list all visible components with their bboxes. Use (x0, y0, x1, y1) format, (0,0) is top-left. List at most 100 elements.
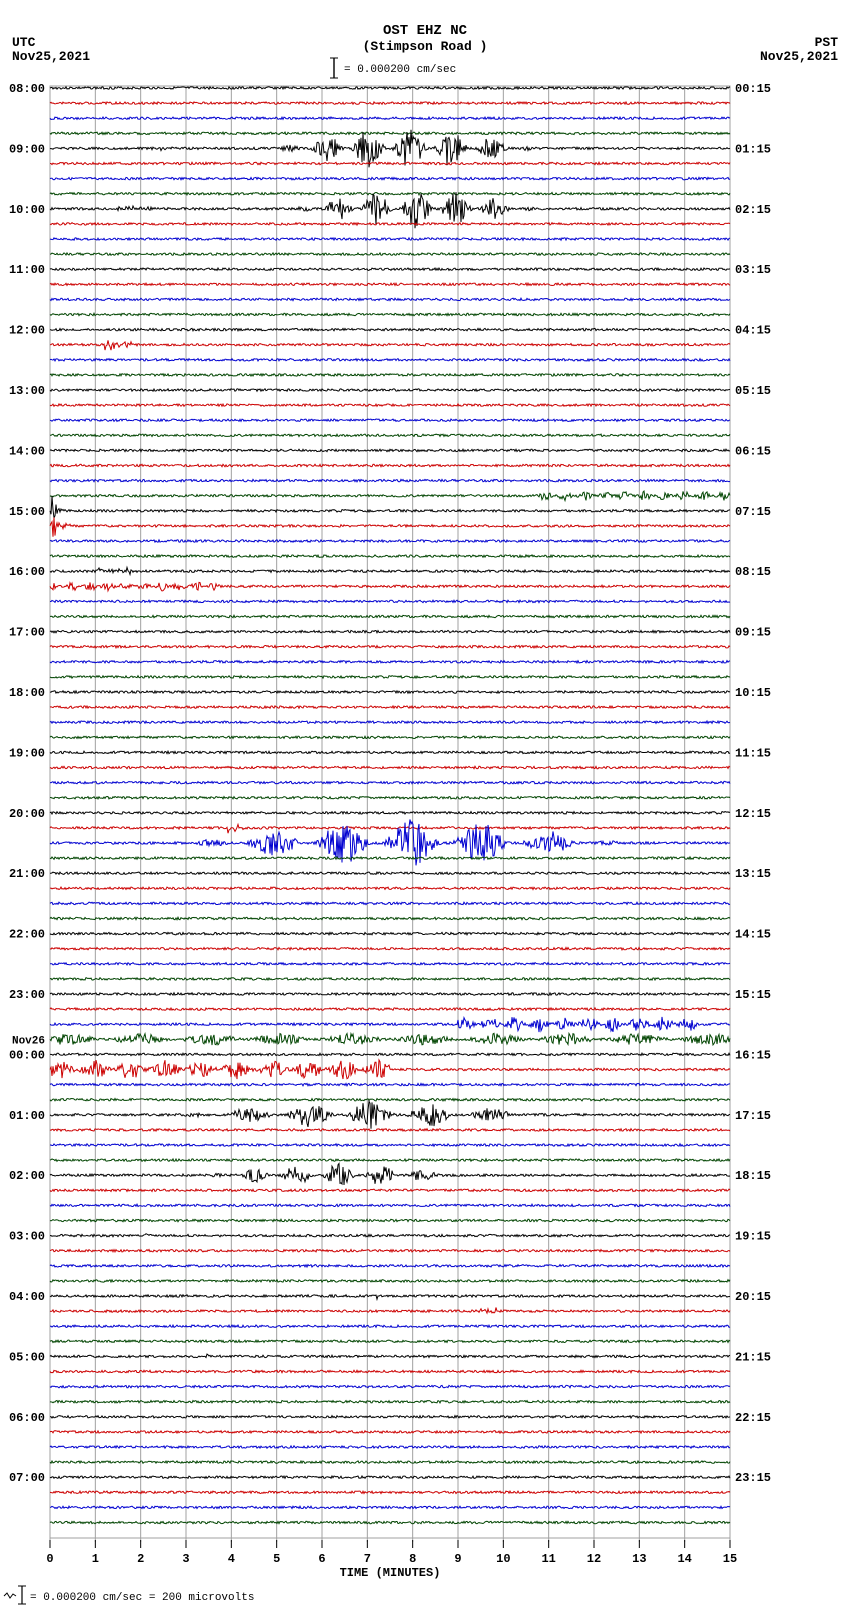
x-tick-label: 5 (273, 1552, 280, 1566)
utc-time-label: 15:00 (9, 505, 45, 519)
utc-time-label: 14:00 (9, 444, 45, 458)
trace-row (50, 917, 730, 919)
trace-row (50, 751, 730, 753)
trace-row (50, 1234, 730, 1237)
trace-row (50, 1431, 730, 1433)
pst-time-label: 10:15 (735, 686, 771, 700)
x-tick-label: 12 (587, 1552, 601, 1566)
trace-row (50, 555, 730, 557)
pst-time-label: 20:15 (735, 1290, 771, 1304)
utc-time-label: 02:00 (9, 1169, 45, 1183)
trace-row (50, 691, 730, 693)
trace-row (50, 1521, 730, 1523)
pst-time-label: 03:15 (735, 263, 771, 277)
trace-row (50, 630, 730, 632)
trace-row (50, 102, 730, 104)
trace-row (50, 268, 730, 270)
trace-row (50, 491, 730, 501)
trace-row (50, 948, 730, 950)
station-location: (Stimpson Road ) (363, 39, 488, 54)
trace-row (50, 646, 730, 648)
trace-row (50, 1144, 730, 1146)
trace-row (50, 374, 730, 376)
utc-time-label: 11:00 (9, 263, 45, 277)
trace-row (50, 177, 730, 179)
trace-row (50, 721, 730, 723)
trace-row (50, 1385, 730, 1387)
trace-row (50, 1354, 730, 1358)
pst-time-label: 21:15 (735, 1350, 771, 1364)
pst-time-label: 11:15 (735, 746, 771, 760)
trace-row (50, 1416, 730, 1418)
right-date: Nov25,2021 (760, 49, 838, 64)
utc-time-label: 19:00 (9, 746, 45, 760)
seismogram-container: OST EHZ NC(Stimpson Road )= 0.000200 cm/… (0, 0, 850, 1613)
pst-time-label: 01:15 (735, 142, 771, 156)
utc-time-label: 12:00 (9, 324, 45, 338)
footer-scale: = 0.000200 cm/sec = 200 microvolts (30, 1592, 254, 1604)
trace-row (50, 132, 730, 134)
trace-row (50, 283, 730, 285)
x-tick-label: 14 (677, 1552, 691, 1566)
utc-time-label: 01:00 (9, 1109, 45, 1123)
x-tick-label: 13 (632, 1552, 646, 1566)
trace-row (50, 1053, 730, 1055)
trace-row (50, 676, 730, 678)
trace-row (50, 932, 730, 934)
trace-row (50, 736, 730, 738)
left-date: Nov25,2021 (12, 49, 90, 64)
trace-row (50, 615, 730, 617)
pst-time-label: 14:15 (735, 928, 771, 942)
trace-row (50, 1017, 730, 1032)
trace-row (50, 1033, 730, 1045)
trace-row (50, 1506, 730, 1508)
pst-time-label: 09:15 (735, 626, 771, 640)
utc-time-label: 09:00 (9, 142, 45, 156)
trace-row (50, 1083, 730, 1085)
trace-row (50, 1461, 730, 1463)
trace-row (50, 1308, 730, 1314)
trace-row (50, 993, 730, 995)
trace-row (50, 1401, 730, 1403)
trace-row (50, 797, 730, 799)
utc-time-label: 10:00 (9, 203, 45, 217)
utc-time-label: 07:00 (9, 1471, 45, 1485)
utc-time-label: 08:00 (9, 82, 45, 96)
pst-time-label: 15:15 (735, 988, 771, 1002)
trace-row (50, 496, 730, 518)
trace-row (50, 1340, 730, 1342)
pst-time-label: 00:15 (735, 82, 771, 96)
trace-row (50, 1159, 730, 1161)
trace-row (50, 1164, 730, 1186)
pst-time-label: 06:15 (735, 444, 771, 458)
utc-time-label: 00:00 (9, 1048, 45, 1062)
x-tick-label: 8 (409, 1552, 416, 1566)
utc-time-label: 16:00 (9, 565, 45, 579)
pst-time-label: 16:15 (735, 1048, 771, 1062)
x-tick-label: 9 (454, 1552, 461, 1566)
trace-row (50, 857, 730, 859)
utc-time-label: 06:00 (9, 1411, 45, 1425)
x-tick-label: 15 (723, 1552, 737, 1566)
utc-time-label: 17:00 (9, 626, 45, 640)
trace-row (50, 963, 730, 965)
trace-row (50, 1280, 730, 1282)
trace-row (50, 162, 730, 164)
trace-row (50, 117, 730, 119)
trace-row (50, 449, 730, 451)
utc-time-label: 18:00 (9, 686, 45, 700)
pst-time-label: 18:15 (735, 1169, 771, 1183)
trace-row (50, 1295, 730, 1299)
pst-time-label: 23:15 (735, 1471, 771, 1485)
trace-row (50, 1265, 730, 1267)
trace-row (50, 359, 730, 361)
trace-row (50, 567, 730, 574)
trace-row (50, 1060, 730, 1079)
trace-row (50, 781, 730, 783)
pst-time-label: 05:15 (735, 384, 771, 398)
trace-row (50, 1008, 730, 1010)
trace-row (50, 434, 730, 436)
utc-time-label: 03:00 (9, 1230, 45, 1244)
x-tick-label: 3 (182, 1552, 189, 1566)
trace-row (50, 464, 730, 466)
